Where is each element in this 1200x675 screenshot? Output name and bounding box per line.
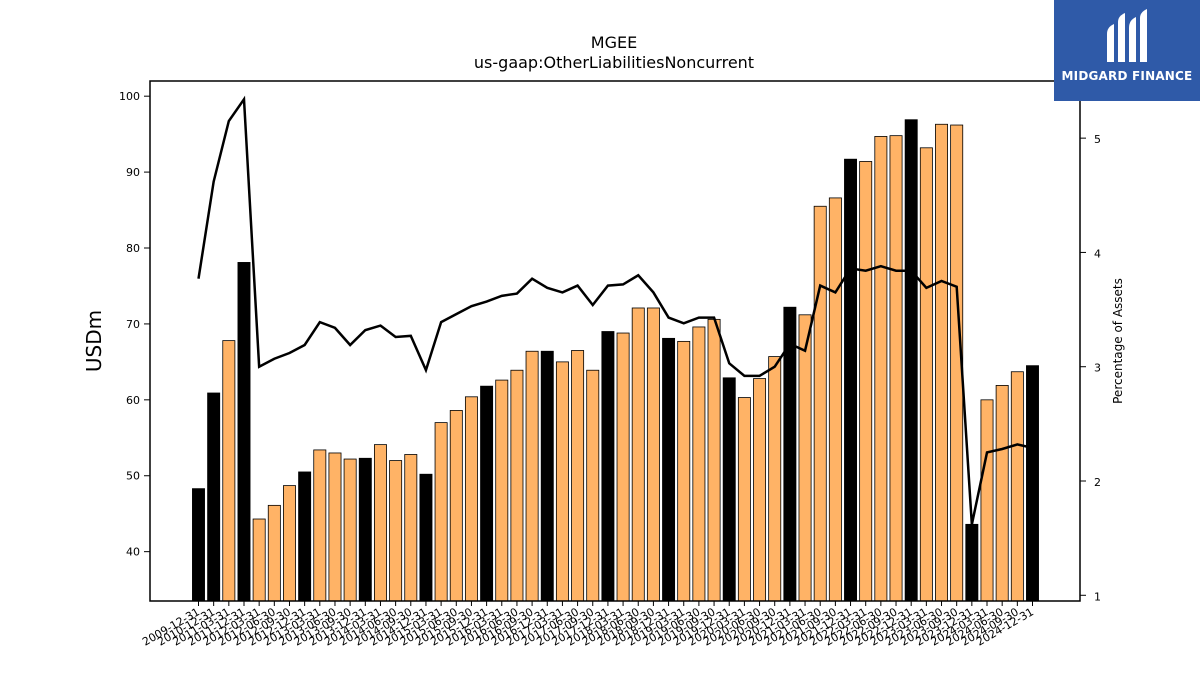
bar-2010-12-31 xyxy=(207,392,221,602)
bar-2019-06-30 xyxy=(692,326,706,602)
bar-2016-09-30 xyxy=(525,350,539,602)
bar-2014-09-30 xyxy=(404,454,418,602)
bar-2018-03-31 xyxy=(616,332,630,602)
bar-2014-06-30 xyxy=(389,460,403,602)
bar-series xyxy=(192,119,1039,602)
y2-tick-label: 2 xyxy=(1094,476,1101,489)
bar-2014-12-31 xyxy=(419,473,433,602)
y-tick-label: 70 xyxy=(126,318,140,331)
bar-2016-03-31 xyxy=(495,379,509,602)
bar-2017-12-31 xyxy=(601,331,615,602)
y-tick-label: 60 xyxy=(126,394,140,407)
bar-2013-06-30 xyxy=(328,452,342,602)
bar-2022-12-31 xyxy=(904,119,918,602)
logo-mark-icon xyxy=(1107,9,1147,62)
bar-2012-09-30 xyxy=(283,485,296,602)
bar-2015-06-30 xyxy=(449,410,463,602)
bar-2019-03-31 xyxy=(677,340,691,602)
y-tick-label: 50 xyxy=(126,470,140,483)
bar-2019-12-31 xyxy=(722,377,736,602)
bar-2018-09-30 xyxy=(646,307,660,602)
y2-tick-label: 4 xyxy=(1094,247,1101,260)
bar-2022-06-30 xyxy=(874,136,888,602)
bar-2021-06-30 xyxy=(813,205,827,602)
y-tick-label: 90 xyxy=(126,166,140,179)
bar-2021-12-31 xyxy=(844,158,857,602)
y-tick-label: 100 xyxy=(119,90,140,103)
bar-2015-12-31 xyxy=(480,385,494,602)
x-axis: 2009-12-312010-12-312011-03-312011-12-31… xyxy=(140,601,1036,649)
chart-title: MGEE xyxy=(591,33,637,52)
bar-2022-09-30 xyxy=(889,135,903,602)
bar-2017-06-30 xyxy=(571,350,585,602)
y-tick-label: 40 xyxy=(126,546,140,559)
bar-2011-12-31 xyxy=(237,262,251,602)
bar-2024-09-30 xyxy=(1010,371,1024,602)
bar-2020-03-31 xyxy=(737,397,751,602)
bar-2020-06-30 xyxy=(753,378,767,602)
y-axis-label: USDm xyxy=(82,310,106,372)
y-axis-left: 40 50 60 70 80 90 100 xyxy=(119,90,150,559)
bar-2020-09-30 xyxy=(768,356,782,602)
bar-2012-12-31 xyxy=(298,471,312,602)
bar-2012-03-31 xyxy=(252,518,266,602)
bar-2013-12-31 xyxy=(358,457,372,602)
bar-2023-06-30 xyxy=(935,123,948,602)
logo-text: MIDGARD FINANCE xyxy=(1061,69,1193,83)
bar-2022-03-31 xyxy=(859,161,873,602)
bar-2021-09-30 xyxy=(828,197,842,602)
bar-2024-06-30 xyxy=(995,385,1009,602)
bar-2021-03-31 xyxy=(798,314,812,602)
bar-2024-12-31 xyxy=(1026,365,1039,602)
bar-2013-09-30 xyxy=(343,458,357,602)
plot-frame xyxy=(149,80,1081,602)
bar-2017-09-30 xyxy=(586,369,600,602)
y2-axis-label: Percentage of Assets xyxy=(1111,278,1125,404)
logo: MIDGARD FINANCE xyxy=(1054,0,1200,101)
bar-2009-12-31 xyxy=(192,488,205,602)
y2-tick-label: 3 xyxy=(1094,362,1101,375)
bar-2018-06-30 xyxy=(631,307,645,602)
bar-2017-03-31 xyxy=(555,361,569,602)
bar-2023-03-31 xyxy=(919,147,933,602)
y-tick-label: 80 xyxy=(126,242,140,255)
bar-2015-09-30 xyxy=(464,396,478,602)
bar-2018-12-31 xyxy=(662,337,676,602)
y2-tick-label: 5 xyxy=(1094,133,1101,146)
y2-tick-label: 1 xyxy=(1094,590,1101,603)
bar-2012-06-30 xyxy=(267,504,281,602)
bar-2024-03-31 xyxy=(980,399,994,602)
y-axis-right: 1 2 3 4 5 xyxy=(1080,133,1101,603)
bar-2013-03-31 xyxy=(313,449,327,602)
bar-2019-09-30 xyxy=(707,318,721,602)
chart-subtitle: us-gaap:OtherLiabilitiesNoncurrent xyxy=(474,53,754,72)
bar-2015-03-31 xyxy=(434,422,448,602)
bar-2014-03-31 xyxy=(373,444,387,602)
bar-2016-06-30 xyxy=(510,369,524,602)
percentage-of-assets-line xyxy=(197,95,1033,525)
bar-2016-12-31 xyxy=(540,350,554,602)
bar-2023-12-31 xyxy=(965,523,979,602)
bar-2011-03-31 xyxy=(222,340,236,602)
